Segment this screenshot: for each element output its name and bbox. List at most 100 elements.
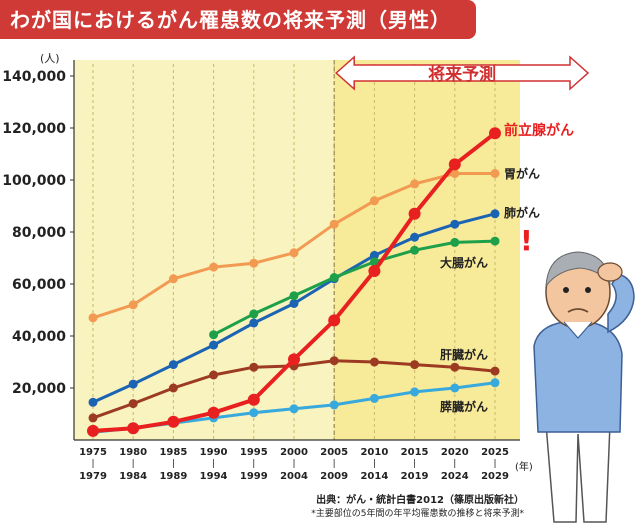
data-point-liver — [88, 413, 98, 423]
data-point-prostate — [368, 265, 381, 277]
chart-title: わが国におけるがん罹患数の将来予測（男性） — [10, 8, 451, 32]
x-tick-separator: | — [493, 459, 496, 469]
data-point-colon — [329, 273, 339, 282]
data-point-prostate — [247, 393, 260, 406]
data-point-pancreas — [450, 383, 460, 393]
series-label-colon: 大腸がん — [440, 255, 488, 270]
x-tick-label-end: 1994 — [200, 471, 228, 482]
x-tick-label-end: 2019 — [401, 471, 429, 482]
data-point-lung — [249, 318, 259, 328]
x-tick-label-start: 2020 — [441, 447, 469, 458]
data-point-lung — [168, 360, 178, 370]
data-point-prostate — [87, 424, 99, 437]
x-tick-label-end: 2024 — [441, 471, 469, 482]
data-point-lung — [209, 340, 219, 350]
x-tick-label-start: 1975 — [79, 447, 107, 458]
data-point-prostate — [448, 158, 461, 171]
data-point-prostate — [127, 422, 140, 435]
series-label-pancreas: 膵臓がん — [440, 399, 488, 414]
data-point-colon — [450, 237, 460, 247]
data-point-prostate — [167, 415, 180, 428]
x-tick-label-start: 2015 — [401, 447, 429, 458]
x-tick-separator: | — [333, 459, 336, 469]
series-label-liver: 肝臓がん — [440, 347, 488, 362]
data-point-stomach — [289, 248, 299, 258]
projection-arrow — [335, 55, 590, 91]
data-point-lung — [369, 250, 379, 260]
y-tick-label: 120,000 — [2, 121, 66, 137]
series-line-colon — [212, 239, 496, 337]
x-tick-label-end: 2014 — [360, 471, 388, 482]
x-tick-label-start: 2005 — [320, 447, 348, 458]
data-point-stomach — [410, 179, 420, 189]
data-point-pancreas — [369, 393, 379, 403]
y-tick-label: 40,000 — [12, 329, 66, 345]
x-tick-label-start: 2010 — [360, 447, 388, 458]
data-point-stomach — [450, 169, 460, 178]
data-point-lung — [490, 209, 500, 219]
x-tick-label-start: 1995 — [240, 447, 268, 458]
data-point-pancreas — [329, 400, 339, 410]
series-label-stomach: 胃がん — [504, 166, 540, 181]
data-point-stomach — [249, 258, 259, 268]
data-point-pancreas — [289, 404, 299, 414]
x-tick-label-end: 2009 — [320, 471, 348, 482]
y-tick-label: 100,000 — [2, 173, 66, 189]
y-axis-unit: (人) — [40, 52, 60, 65]
data-point-stomach — [168, 274, 178, 284]
worried-man-illustration: ! — [520, 228, 635, 523]
data-point-prostate — [288, 353, 300, 366]
data-point-prostate — [489, 127, 501, 140]
x-tick-separator: | — [212, 459, 215, 469]
title-banner: わが国におけるがん罹患数の将来予測（男性） — [0, 0, 476, 39]
data-point-colon — [209, 330, 219, 340]
x-tick-separator: | — [292, 459, 295, 469]
data-point-lung — [289, 299, 299, 308]
data-point-colon — [369, 257, 379, 267]
x-tick-separator: | — [453, 459, 456, 469]
data-point-stomach — [128, 300, 138, 310]
x-tick-label-end: 1999 — [240, 471, 268, 482]
data-point-liver — [249, 362, 259, 372]
data-point-prostate — [408, 207, 421, 220]
footnote: *主要部位の5年間の年平均罹患数の推移と将来予測* — [311, 509, 524, 519]
data-point-lung — [128, 379, 138, 389]
source-credit: 出典：がん・統計白書2012（篠原出版新社） — [316, 495, 524, 506]
x-tick-separator: | — [413, 459, 416, 469]
data-point-liver — [410, 360, 420, 370]
data-point-liver — [168, 383, 178, 393]
svg-text:!: ! — [520, 228, 533, 257]
data-point-lung — [450, 219, 460, 229]
x-tick-separator: | — [172, 459, 175, 469]
x-tick-label-start: 1985 — [159, 447, 187, 458]
x-tick-separator: | — [132, 459, 135, 469]
series-label-lung: 肺がん — [504, 205, 540, 220]
data-point-pancreas — [249, 408, 259, 418]
x-tick-label-start: 1990 — [200, 447, 228, 458]
y-tick-label: 80,000 — [12, 225, 66, 241]
projection-region — [334, 60, 520, 440]
data-point-stomach — [329, 219, 339, 229]
x-tick-label-end: 1979 — [79, 471, 107, 482]
data-point-liver — [209, 370, 219, 380]
x-tick-label-end: 2029 — [481, 471, 509, 482]
x-tick-label-start: 2000 — [280, 447, 308, 458]
data-point-liver — [490, 366, 500, 376]
data-point-colon — [289, 291, 299, 301]
data-point-lung — [410, 232, 420, 242]
x-tick-label-end: 1989 — [159, 471, 187, 482]
x-tick-label-end: 1984 — [119, 471, 147, 482]
data-point-pancreas — [410, 387, 420, 397]
data-point-colon — [490, 236, 500, 246]
data-point-stomach — [209, 262, 219, 272]
x-tick-label-start: 1980 — [119, 447, 147, 458]
x-tick-separator: | — [252, 459, 255, 469]
data-point-pancreas — [490, 378, 500, 388]
x-axis-unit: (年) — [515, 460, 533, 473]
y-tick-label: 20,000 — [12, 381, 66, 397]
data-point-colon — [410, 245, 420, 255]
data-point-prostate — [207, 406, 220, 419]
data-point-stomach — [88, 313, 98, 323]
data-point-prostate — [328, 314, 341, 327]
